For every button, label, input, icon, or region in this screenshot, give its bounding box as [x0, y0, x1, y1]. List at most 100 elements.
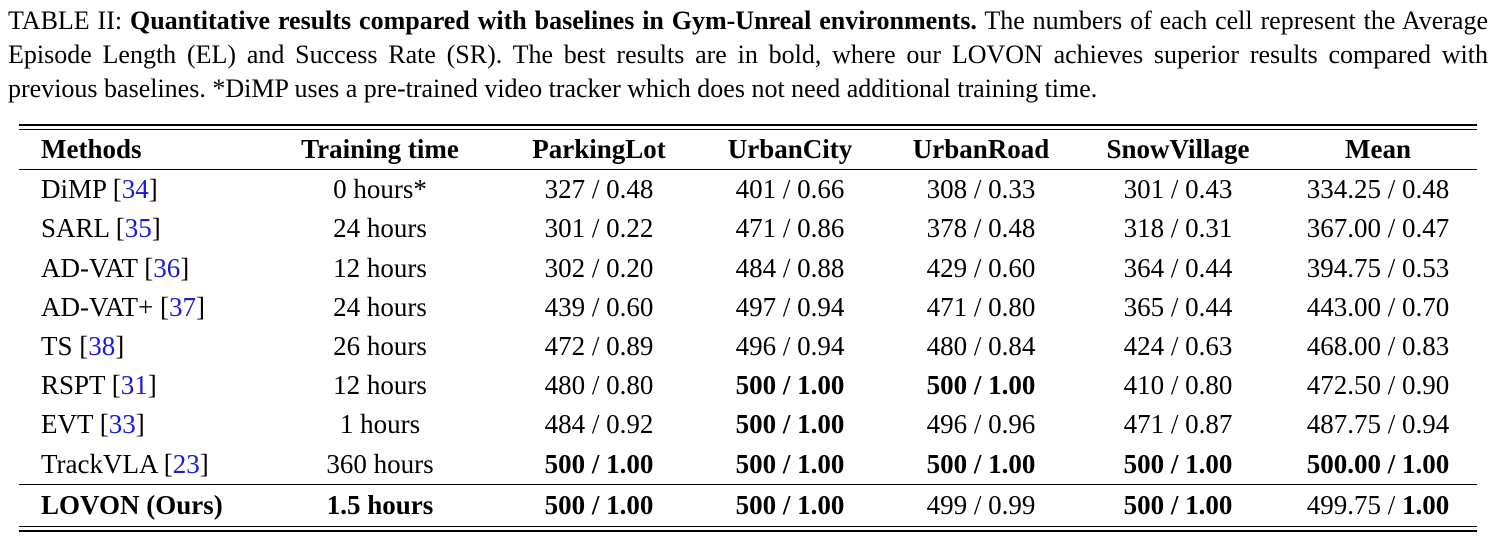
- citation-link[interactable]: 34: [121, 174, 149, 205]
- citation-link[interactable]: 35: [124, 213, 152, 244]
- bottom-rule-inner: [19, 525, 1477, 527]
- method-name: RSPT: [41, 370, 106, 401]
- urbanroad-cell: 500 / 1.00: [926, 448, 1036, 479]
- table-row: AD-VAT+ [37] 24 hours 439 / 0.60 497 / 0…: [19, 288, 1477, 327]
- training-time-cell: 24 hours: [333, 213, 427, 244]
- mean-cell: 500.00 / 1.00: [1306, 448, 1450, 479]
- method-name: TS: [41, 331, 73, 362]
- header-mean: Mean: [1345, 134, 1411, 165]
- header-methods: Methods: [41, 134, 142, 165]
- training-time-cell: 24 hours: [333, 291, 427, 322]
- training-time-cell: 360 hours: [326, 448, 434, 479]
- method-cell: SARL [35]: [41, 213, 161, 244]
- ours-rule: [19, 483, 1477, 485]
- urbanroad-cell: 480 / 0.84: [926, 331, 1036, 362]
- header-parkinglot: ParkingLot: [532, 134, 666, 165]
- urbanroad-cell: 471 / 0.80: [926, 291, 1036, 322]
- parkinglot-cell: 472 / 0.89: [544, 331, 654, 362]
- header-urbancity: UrbanCity: [727, 134, 853, 165]
- ours-body: LOVON (Ours) 1.5 hours 500 / 1.00 500 / …: [19, 485, 1477, 526]
- citation-link[interactable]: 23: [172, 448, 200, 479]
- urbanroad-cell: 308 / 0.33: [926, 174, 1036, 205]
- method-name: AD-VAT: [41, 252, 138, 283]
- method-name: DiMP: [41, 174, 107, 205]
- mean-cell: 334.25 / 0.48: [1306, 174, 1450, 205]
- training-time-cell: 0 hours*: [333, 174, 427, 205]
- ours-row: LOVON (Ours) 1.5 hours 500 / 1.00 500 / …: [19, 485, 1477, 526]
- table-row: EVT [33] 1 hours 484 / 0.92 500 / 1.00 4…: [19, 405, 1477, 444]
- citation-link[interactable]: 37: [168, 291, 196, 322]
- table-caption: TABLE II: Quantitative results compared …: [8, 4, 1488, 106]
- urbancity-cell: 500 / 1.00: [735, 409, 845, 440]
- method-cell: LOVON (Ours): [41, 489, 223, 520]
- citation-link[interactable]: 38: [88, 331, 116, 362]
- parkinglot-cell: 302 / 0.20: [544, 252, 654, 283]
- method-cell: AD-VAT [36]: [41, 252, 190, 283]
- header-row: Methods Training time ParkingLot UrbanCi…: [19, 130, 1477, 169]
- urbanroad-cell: 429 / 0.60: [926, 252, 1036, 283]
- snowvillage-cell: 500 / 1.00: [1123, 448, 1233, 479]
- method-cell: EVT [33]: [41, 409, 145, 440]
- mean-cell: 487.75 / 0.94: [1306, 409, 1450, 440]
- urbancity-cell: 401 / 0.66: [735, 174, 845, 205]
- urbancity-cell: 500 / 1.00: [735, 489, 845, 520]
- citation-link[interactable]: 36: [153, 252, 181, 283]
- caption-label: TABLE II:: [8, 6, 130, 35]
- table-row: TrackVLA [23] 360 hours 500 / 1.00 500 /…: [19, 445, 1477, 484]
- method-name: AD-VAT+: [41, 291, 154, 322]
- snowvillage-cell: 318 / 0.31: [1123, 213, 1233, 244]
- results-body: DiMP [34] 0 hours* 327 / 0.48 401 / 0.66…: [19, 170, 1477, 484]
- urbanroad-cell: 378 / 0.48: [926, 213, 1036, 244]
- top-rule-inner: [19, 129, 1477, 130]
- method-cell: AD-VAT+ [37]: [41, 291, 205, 322]
- training-time-cell: 26 hours: [333, 331, 427, 362]
- method-cell: TS [38]: [41, 331, 125, 362]
- mean-cell: 394.75 / 0.53: [1306, 252, 1450, 283]
- parkinglot-cell: 484 / 0.92: [544, 409, 654, 440]
- method-name: EVT: [41, 409, 93, 440]
- urbanroad-cell: 499 / 0.99: [926, 489, 1036, 520]
- bottom-rule: [19, 529, 1477, 532]
- table-row: RSPT [31] 12 hours 480 / 0.80 500 / 1.00…: [19, 366, 1477, 405]
- urbanroad-cell: 496 / 0.96: [926, 409, 1036, 440]
- method-name: SARL: [41, 213, 110, 244]
- mean-cell: 367.00 / 0.47: [1306, 213, 1450, 244]
- table-row: SARL [35] 24 hours 301 / 0.22 471 / 0.86…: [19, 209, 1477, 248]
- parkinglot-cell: 480 / 0.80: [544, 370, 654, 401]
- urbancity-cell: 500 / 1.00: [735, 448, 845, 479]
- header-snowvillage: SnowVillage: [1106, 134, 1250, 165]
- caption-text: The numbers of each cell represent the A…: [8, 6, 1488, 103]
- mean-sr: 1.00: [1402, 489, 1450, 520]
- table-row: DiMP [34] 0 hours* 327 / 0.48 401 / 0.66…: [19, 170, 1477, 209]
- snowvillage-cell: 364 / 0.44: [1123, 252, 1233, 283]
- urbanroad-cell: 500 / 1.00: [926, 370, 1036, 401]
- urbancity-cell: 500 / 1.00: [735, 370, 845, 401]
- snowvillage-cell: 301 / 0.43: [1123, 174, 1233, 205]
- parkinglot-cell: 301 / 0.22: [544, 213, 654, 244]
- snowvillage-cell: 365 / 0.44: [1123, 291, 1233, 322]
- header-training-time: Training time: [301, 134, 459, 165]
- header-urbanroad: UrbanRoad: [912, 134, 1050, 165]
- top-rule: [19, 124, 1477, 126]
- results-table: Methods Training time ParkingLot UrbanCi…: [19, 124, 1477, 532]
- method-name: TrackVLA: [41, 448, 158, 479]
- parkinglot-cell: 327 / 0.48: [544, 174, 654, 205]
- citation-link[interactable]: 33: [108, 409, 136, 440]
- mean-separator: /: [1380, 489, 1402, 520]
- caption-title: Quantitative results compared with basel…: [129, 6, 977, 35]
- table-row: AD-VAT [36] 12 hours 302 / 0.20 484 / 0.…: [19, 249, 1477, 288]
- snowvillage-cell: 424 / 0.63: [1123, 331, 1233, 362]
- snowvillage-cell: 500 / 1.00: [1123, 489, 1233, 520]
- training-time-cell: 1.5 hours: [326, 489, 434, 520]
- urbancity-cell: 497 / 0.94: [735, 291, 845, 322]
- urbancity-cell: 496 / 0.94: [735, 331, 845, 362]
- header-rule: [19, 169, 1477, 171]
- citation-link[interactable]: 31: [120, 370, 148, 401]
- method-cell: DiMP [34]: [41, 174, 158, 205]
- urbancity-cell: 484 / 0.88: [735, 252, 845, 283]
- table-row: TS [38] 26 hours 472 / 0.89 496 / 0.94 4…: [19, 327, 1477, 366]
- results-grid: Methods Training time ParkingLot UrbanCi…: [19, 130, 1477, 169]
- mean-cell: 468.00 / 0.83: [1306, 331, 1450, 362]
- mean-cell: 499.75 / 1.00: [1279, 485, 1477, 526]
- snowvillage-cell: 410 / 0.80: [1123, 370, 1233, 401]
